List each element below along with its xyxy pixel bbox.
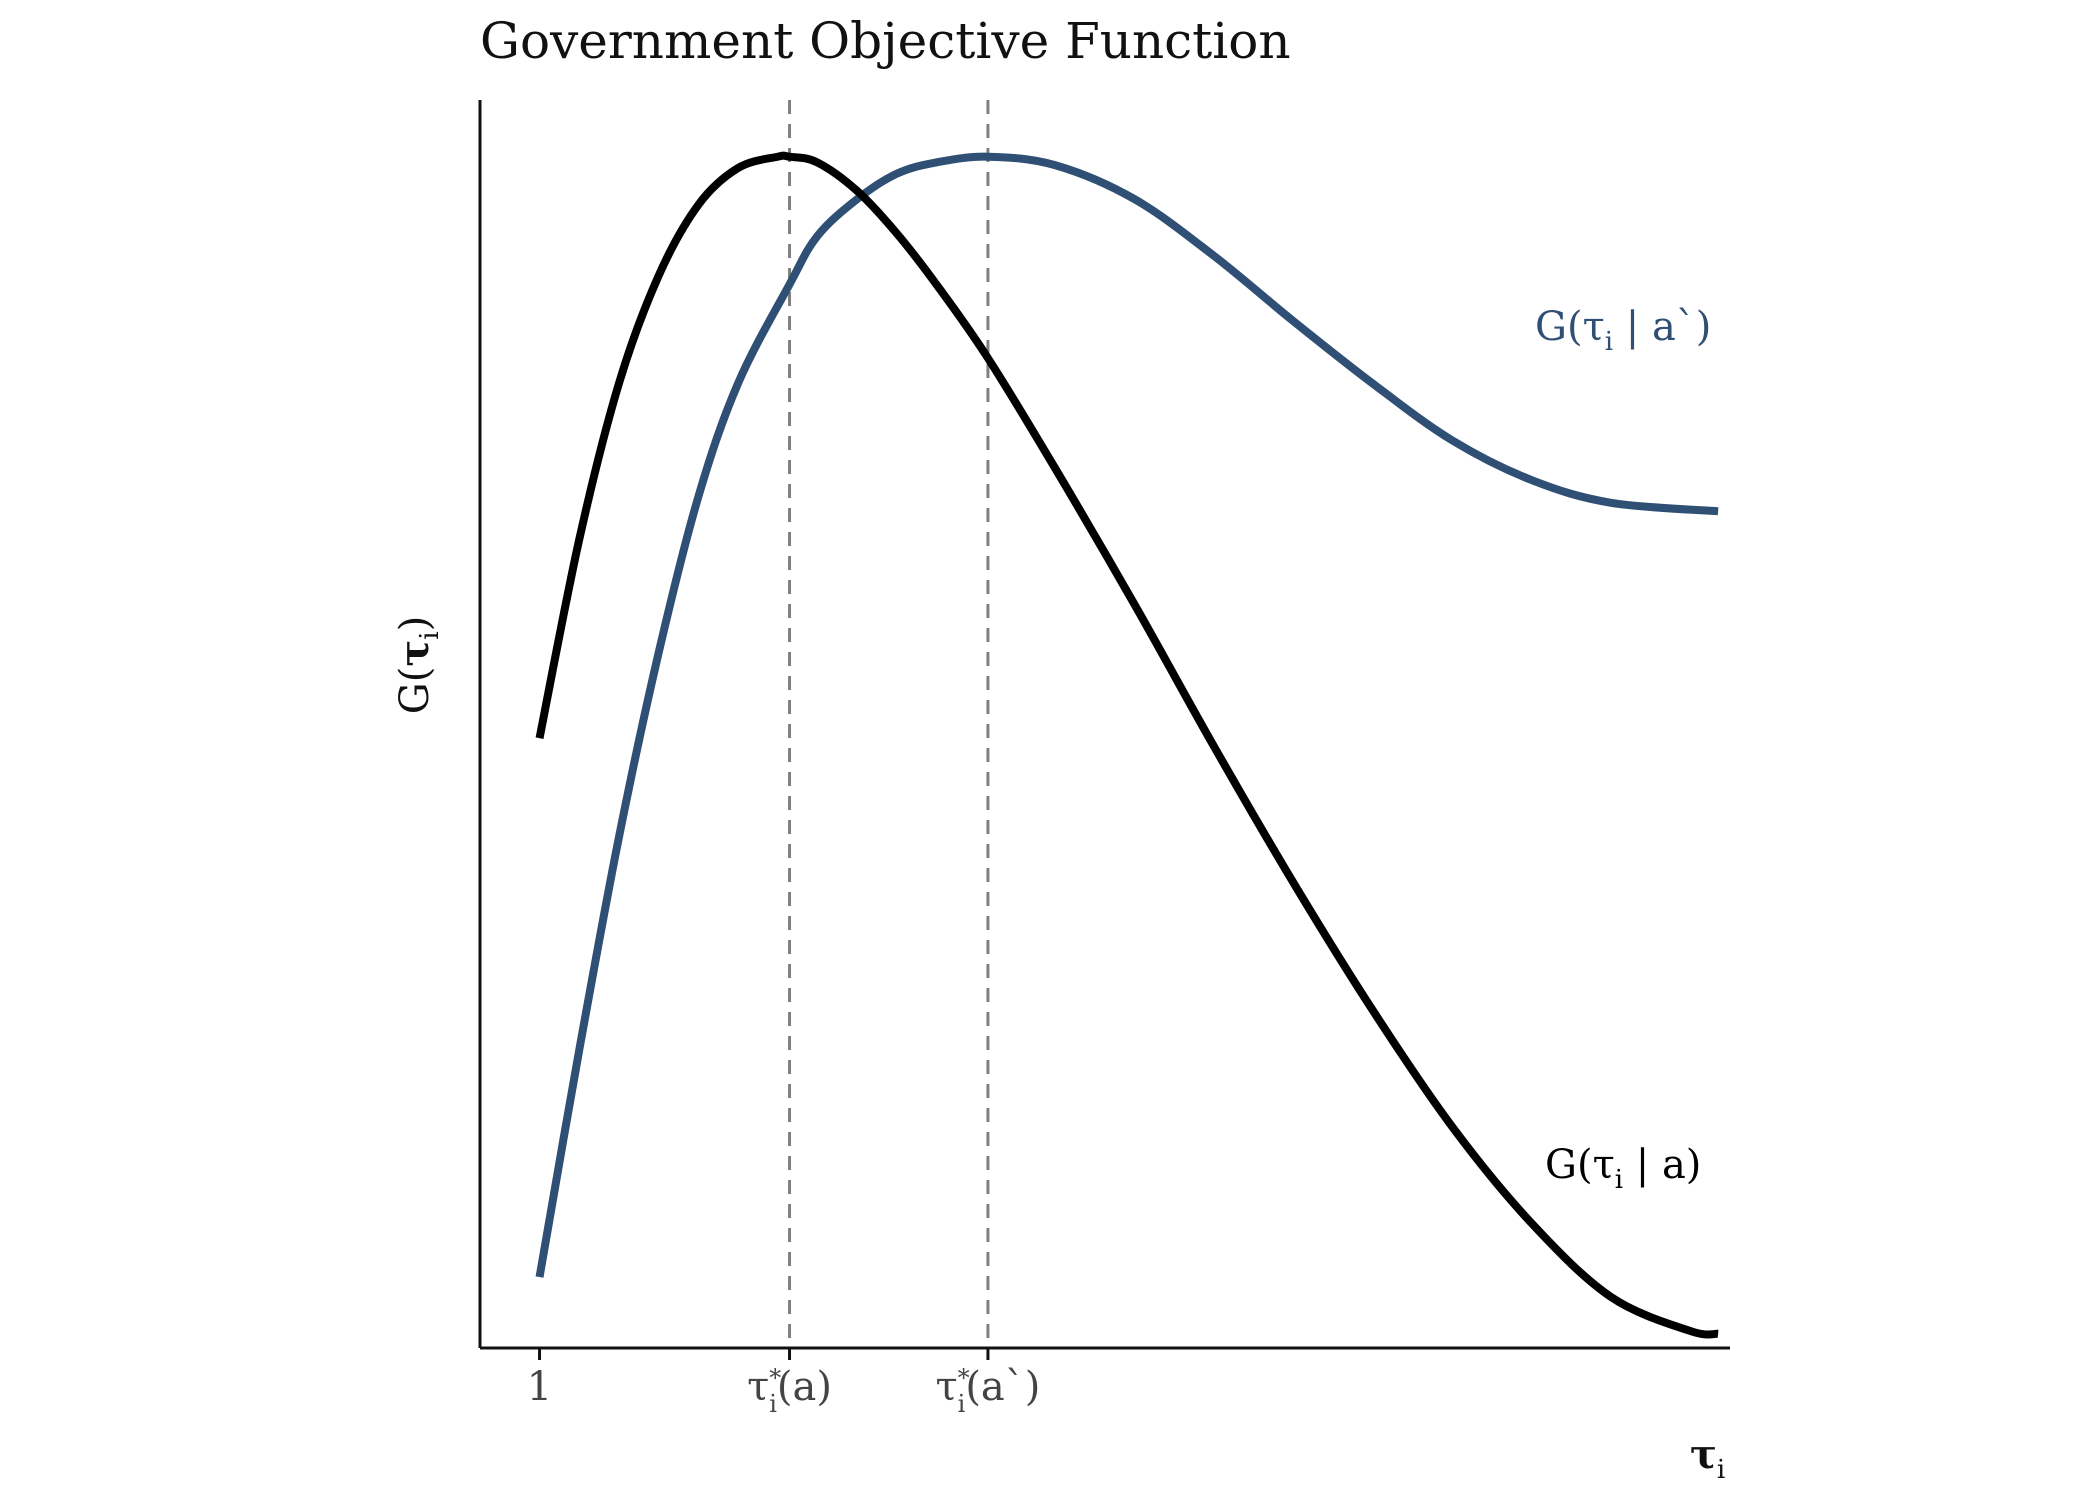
x-tick-label-2: τ* i(a) [747,1364,832,1418]
y-axis-label: G(τi) [391,616,445,714]
x-tick-label-3: τ* i(a`) [935,1364,1040,1418]
x-tick-label-1: 1 [527,1364,552,1410]
svg-text:τi: τi [1690,1431,1725,1485]
series-label-1: G(τi | a) [1545,1142,1701,1195]
chart-title: Government Objective Function [480,12,1291,70]
series-line-1 [535,151,1719,1339]
series-label-2: G(τi | a`) [1535,304,1711,357]
plot-area: 1 τ* i(a) τ* i(a`) G(τi | a) G(τi | a`) [478,100,1730,1418]
svg-text:G(τi): G(τi) [391,616,445,714]
x-axis-label: τi [1690,1431,1725,1485]
series-line-2 [535,152,1719,1278]
